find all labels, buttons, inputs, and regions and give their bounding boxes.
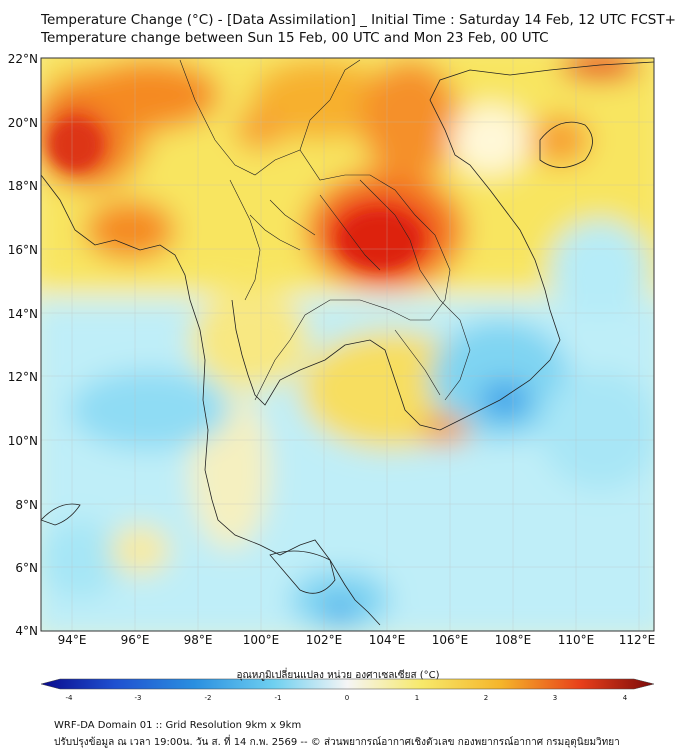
footer-model-info: WRF-DA Domain 01 :: Grid Resolution 9km … [54,720,302,731]
lat-label: 20°N [7,116,38,130]
lon-label: 108°E [494,633,532,647]
lon-label: 96°E [120,633,150,647]
lat-label: 10°N [7,434,38,448]
plot-frame [40,57,655,632]
footer-credit: ปรับปรุงข้อมูล ณ เวลา 19:00น. วัน ส. ที่… [54,737,620,748]
lon-label: 98°E [183,633,213,647]
lat-label: 4°N [15,624,38,638]
lat-label: 16°N [7,243,38,257]
lon-label: 104°E [368,633,406,647]
colorbar-tick: 2 [483,694,489,702]
colorbar [40,678,655,690]
lat-label: 14°N [7,307,38,321]
lat-label: 18°N [7,179,38,193]
lat-label: 22°N [7,52,38,66]
colorbar-tick: 0 [344,694,350,702]
chart-title: Temperature Change (°C) - [Data Assimila… [41,12,676,28]
lon-label: 110°E [557,633,595,647]
colorbar-tick: 4 [622,694,628,702]
lon-label: 94°E [57,633,87,647]
lat-label: 12°N [7,370,38,384]
coastlines [41,61,654,626]
country-borders [179,59,471,401]
lon-label: 102°E [305,633,343,647]
colorbar-title: อุณหภูมิเปลี่ยนแปลง หน่วย องศาเซลเซียส (… [236,670,440,681]
lon-label: 106°E [431,633,469,647]
colorbar-tick: -3 [134,694,142,702]
colorbar-tick: 1 [414,694,420,702]
lon-label: 100°E [242,633,280,647]
colorbar-tick: -1 [274,694,282,702]
temperature-field [41,58,654,631]
chart-subtitle: Temperature change between Sun 15 Feb, 0… [41,30,549,46]
colorbar-tick: 3 [552,694,558,702]
gridlines [41,58,654,631]
map-canvas [40,57,655,690]
lat-label: 8°N [15,498,38,512]
colorbar-tick: -4 [65,694,73,702]
lon-label: 112°E [618,633,656,647]
colorbar-tick: -2 [204,694,212,702]
lat-label: 6°N [15,561,38,575]
